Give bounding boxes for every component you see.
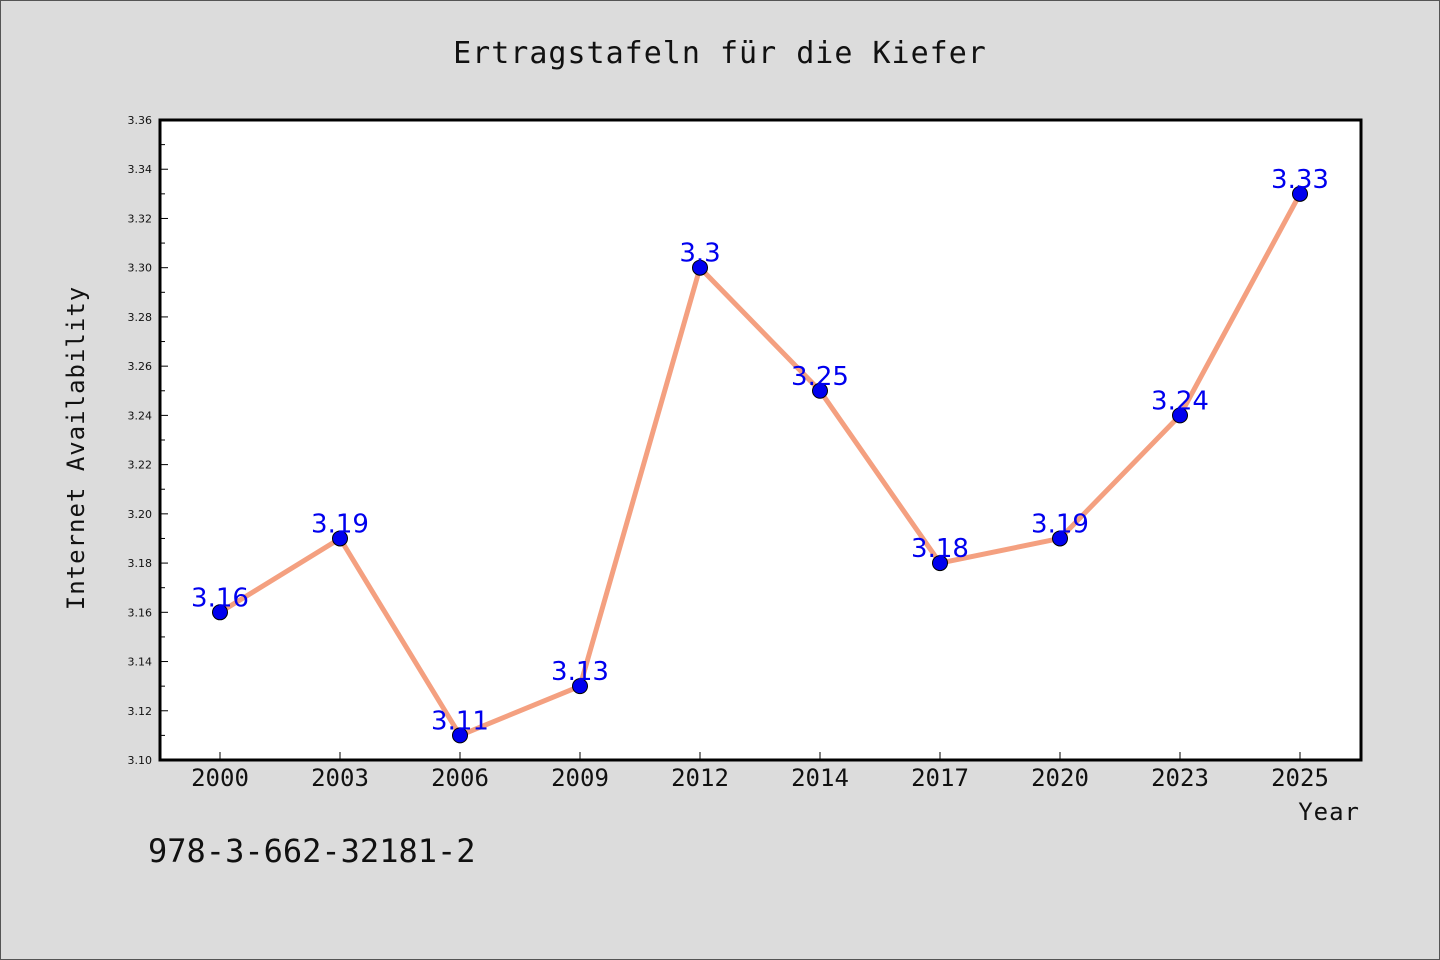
x-axis-label: Year (1298, 798, 1360, 826)
isbn-text: 978-3-662-32181-2 (148, 832, 476, 870)
series-markers (212, 185, 1308, 744)
chart-title: Ertragstafeln für die Kiefer (453, 36, 987, 71)
data-point (332, 530, 348, 547)
plot-area (158, 118, 1363, 762)
x-tick-label: 2025 (1271, 764, 1329, 792)
data-label: 3.24 (1151, 386, 1209, 416)
y-axis-label: Internet Availability (62, 286, 90, 610)
x-tick-label: 2012 (671, 764, 729, 792)
data-point (932, 555, 948, 572)
x-tick-label: 2017 (911, 764, 969, 792)
y-tick-label: 3.32 (128, 212, 153, 225)
x-tick-label: 2023 (1151, 764, 1209, 792)
series-line (218, 192, 1303, 738)
y-tick-label: 3.16 (128, 606, 153, 619)
data-label: 3.3 (679, 239, 720, 269)
y-tick-label: 3.36 (128, 114, 153, 127)
y-tick-label: 3.20 (128, 508, 153, 521)
y-tick-label: 3.12 (128, 705, 153, 718)
y-axis: 3.10 3.12 3.14 3.16 3.18 3.20 3.22 3.24 3.26 3.28… (128, 114, 168, 767)
x-axis: 2000 2003 2006 2009 2012 2014 2017 2020 2023 2025 (191, 752, 1329, 792)
x-tick-label: 2006 (431, 764, 489, 792)
data-label: 3.13 (551, 657, 609, 687)
y-tick-label: 3.30 (128, 262, 153, 275)
data-point (1052, 530, 1068, 547)
y-tick-label: 3.28 (128, 311, 153, 324)
y-tick-label: 3.26 (128, 360, 153, 373)
y-tick-label: 3.10 (128, 754, 153, 767)
data-label: 3.19 (311, 509, 369, 539)
data-labels: 3.16 3.19 3.11 3.13 3.3 3.25 3.18 3.19 3.24 3.33 (191, 165, 1329, 737)
x-tick-label: 2020 (1031, 764, 1089, 792)
data-point (1292, 185, 1308, 202)
data-label: 3.18 (911, 534, 969, 564)
x-tick-label: 2003 (311, 764, 369, 792)
data-label: 3.16 (191, 583, 249, 613)
y-tick-label: 3.24 (128, 409, 153, 422)
data-point (812, 382, 828, 399)
data-point (692, 259, 708, 276)
y-tick-label: 3.34 (128, 163, 153, 176)
data-label: 3.19 (1031, 509, 1089, 539)
y-tick-label: 3.14 (128, 656, 153, 669)
data-point (1172, 407, 1188, 424)
x-tick-label: 2000 (191, 764, 249, 792)
x-tick-label: 2014 (791, 764, 849, 792)
y-tick-label: 3.22 (128, 459, 153, 472)
data-label: 3.33 (1271, 165, 1329, 195)
data-label: 3.11 (431, 706, 489, 736)
data-label: 3.25 (791, 362, 849, 392)
y-tick-label: 3.18 (128, 557, 153, 570)
data-point (572, 678, 588, 695)
data-point (212, 604, 228, 621)
x-tick-label: 2009 (551, 764, 609, 792)
data-point (452, 727, 468, 744)
